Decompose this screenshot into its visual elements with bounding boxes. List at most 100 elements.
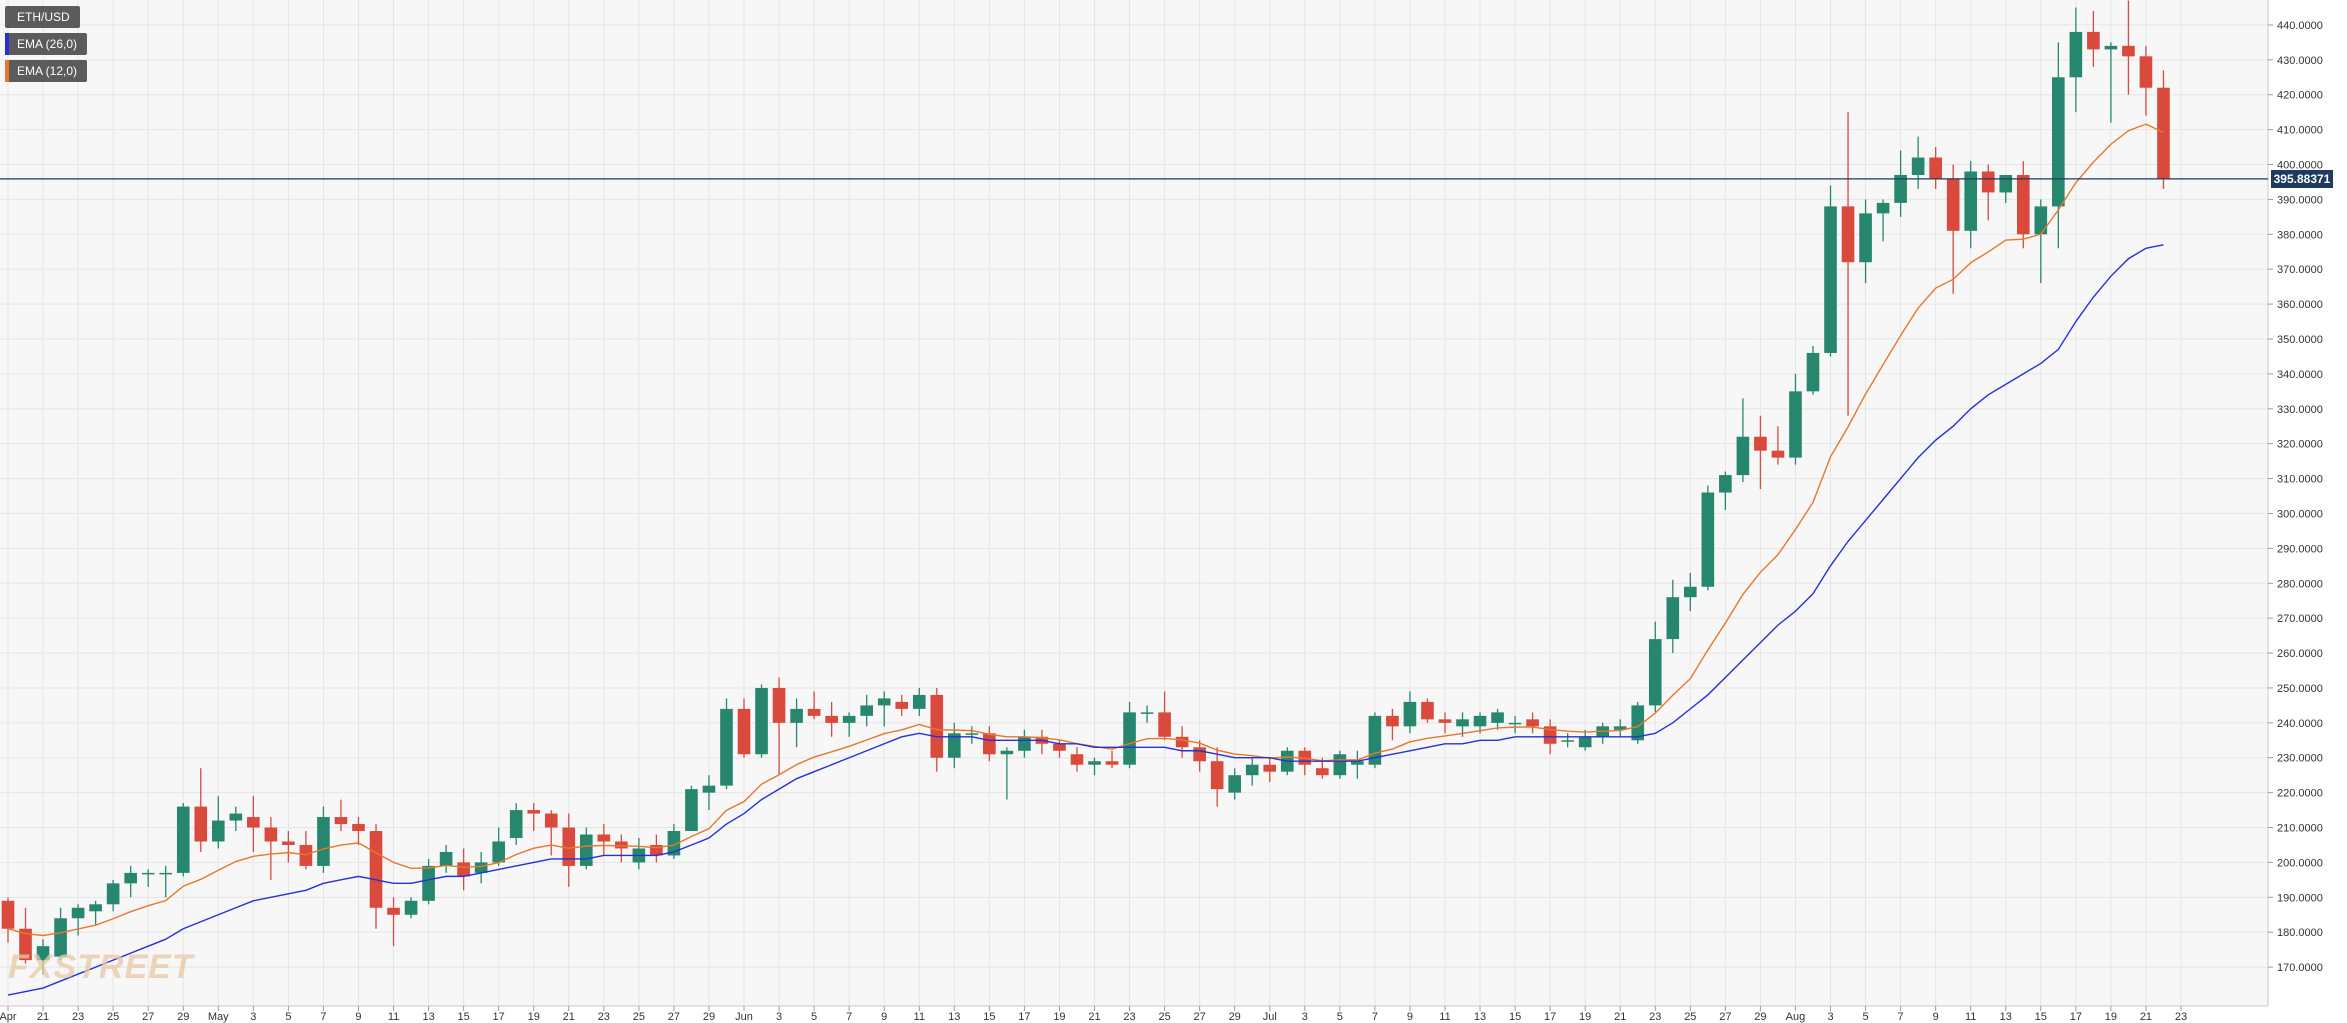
candle-bullish[interactable]	[176, 803, 190, 877]
candle-bearish[interactable]	[457, 848, 470, 891]
candle-bearish[interactable]	[895, 694, 909, 716]
candle-bullish[interactable]	[54, 907, 67, 961]
candle-bearish[interactable]	[1210, 747, 1224, 807]
candle-bullish[interactable]	[702, 775, 716, 811]
candle-bullish[interactable]	[1701, 485, 1715, 591]
candle-bullish[interactable]	[1088, 757, 1101, 776]
candle-bullish[interactable]	[106, 879, 120, 912]
candle-bearish[interactable]	[1263, 757, 1277, 783]
candle-bullish[interactable]	[790, 698, 803, 748]
candle-bullish[interactable]	[1508, 715, 1522, 734]
candle-bullish[interactable]	[1403, 691, 1417, 734]
candle-bullish[interactable]	[2104, 42, 2118, 123]
candle-bullish[interactable]	[842, 712, 856, 737]
candle-bullish[interactable]	[1473, 712, 1487, 734]
candle-bearish[interactable]	[1070, 747, 1084, 772]
candle-bullish[interactable]	[2052, 42, 2065, 249]
candle-bearish[interactable]	[1438, 712, 1452, 734]
candle-bearish[interactable]	[299, 831, 313, 870]
candle-bullish[interactable]	[720, 698, 733, 790]
candle-bearish[interactable]	[352, 817, 365, 845]
candle-bullish[interactable]	[1123, 701, 1136, 769]
candle-bearish[interactable]	[1841, 112, 1855, 416]
candle-bullish[interactable]	[159, 865, 173, 898]
candle-bearish[interactable]	[1754, 415, 1767, 490]
candle-bearish[interactable]	[2087, 10, 2100, 67]
candle-bearish[interactable]	[772, 677, 786, 776]
candle-bullish[interactable]	[1648, 621, 1662, 713]
candle-bearish[interactable]	[194, 768, 208, 852]
candle-bullish[interactable]	[404, 897, 418, 919]
candle-bullish[interactable]	[1876, 199, 1890, 242]
candle-bullish[interactable]	[474, 851, 488, 884]
candle-bullish[interactable]	[2034, 199, 2048, 284]
candle-bearish[interactable]	[615, 834, 628, 863]
candle-bearish[interactable]	[807, 691, 821, 720]
candle-bullish[interactable]	[71, 904, 85, 936]
candle-bearish[interactable]	[1158, 691, 1171, 741]
candle-bullish[interactable]	[1000, 747, 1014, 800]
candle-bearish[interactable]	[544, 810, 558, 856]
legend-ema-short[interactable]: EMA (12,0)	[5, 60, 88, 82]
candle-bullish[interactable]	[1228, 768, 1242, 800]
candle-bullish[interactable]	[1351, 750, 1364, 779]
candle-bullish[interactable]	[141, 869, 155, 887]
candle-bullish[interactable]	[492, 827, 505, 866]
candle-bullish[interactable]	[211, 796, 225, 849]
candle-bullish[interactable]	[1719, 471, 1732, 510]
candle-bullish[interactable]	[36, 939, 50, 975]
candle-bearish[interactable]	[825, 701, 838, 737]
candle-bearish[interactable]	[650, 834, 663, 863]
candle-bearish[interactable]	[2016, 161, 2030, 249]
candle-bearish[interactable]	[1946, 164, 1960, 294]
candle-bullish[interactable]	[667, 824, 681, 859]
candle-bearish[interactable]	[1105, 750, 1119, 769]
candle-bearish[interactable]	[1386, 708, 1399, 741]
candle-bullish[interactable]	[1561, 733, 1574, 748]
candle-bullish[interactable]	[317, 806, 330, 873]
candle-bearish[interactable]	[247, 796, 260, 852]
candle-bearish[interactable]	[983, 726, 996, 762]
candle-bearish[interactable]	[527, 803, 541, 832]
candle-bullish[interactable]	[124, 865, 137, 898]
candle-bearish[interactable]	[1175, 726, 1189, 758]
legend-ema-long[interactable]: EMA (26,0)	[5, 33, 88, 55]
candle-bullish[interactable]	[2069, 7, 2083, 113]
candle-bullish[interactable]	[912, 687, 926, 716]
candle-bearish[interactable]	[264, 817, 278, 880]
candle-bearish[interactable]	[369, 824, 383, 929]
candle-bullish[interactable]	[89, 900, 102, 926]
candle-bearish[interactable]	[737, 698, 751, 758]
candle-bearish[interactable]	[1421, 698, 1434, 723]
candle-bullish[interactable]	[1578, 729, 1592, 751]
candle-bullish[interactable]	[1789, 373, 1802, 465]
candle-bullish[interactable]	[1806, 345, 1820, 395]
candle-bullish[interactable]	[1684, 572, 1697, 612]
candle-bullish[interactable]	[1666, 579, 1680, 654]
candle-bullish[interactable]	[755, 684, 768, 758]
candle-bearish[interactable]	[2157, 70, 2170, 189]
candle-bearish[interactable]	[19, 907, 32, 964]
candle-bullish[interactable]	[860, 694, 873, 727]
candle-bearish[interactable]	[1981, 164, 1995, 221]
candle-bullish[interactable]	[1245, 757, 1259, 786]
candle-bullish[interactable]	[1333, 750, 1347, 779]
candle-bearish[interactable]	[1771, 426, 1785, 465]
candle-bearish[interactable]	[387, 897, 400, 947]
candle-bullish[interactable]	[1491, 708, 1504, 730]
candle-bearish[interactable]	[1929, 147, 1942, 189]
candle-bullish[interactable]	[965, 726, 979, 744]
candle-bearish[interactable]	[2122, 0, 2135, 95]
candle-bearish[interactable]	[2139, 45, 2153, 116]
legend-symbol[interactable]: ETH/USD	[5, 6, 80, 28]
candle-bullish[interactable]	[1140, 705, 1154, 723]
candle-bullish[interactable]	[509, 803, 523, 845]
candle-bearish[interactable]	[562, 813, 576, 887]
candle-bearish[interactable]	[282, 831, 295, 863]
candle-bullish[interactable]	[1859, 199, 1872, 284]
candle-bearish[interactable]	[334, 799, 348, 832]
candle-bullish[interactable]	[1911, 136, 1925, 189]
candle-bullish[interactable]	[1368, 712, 1382, 769]
